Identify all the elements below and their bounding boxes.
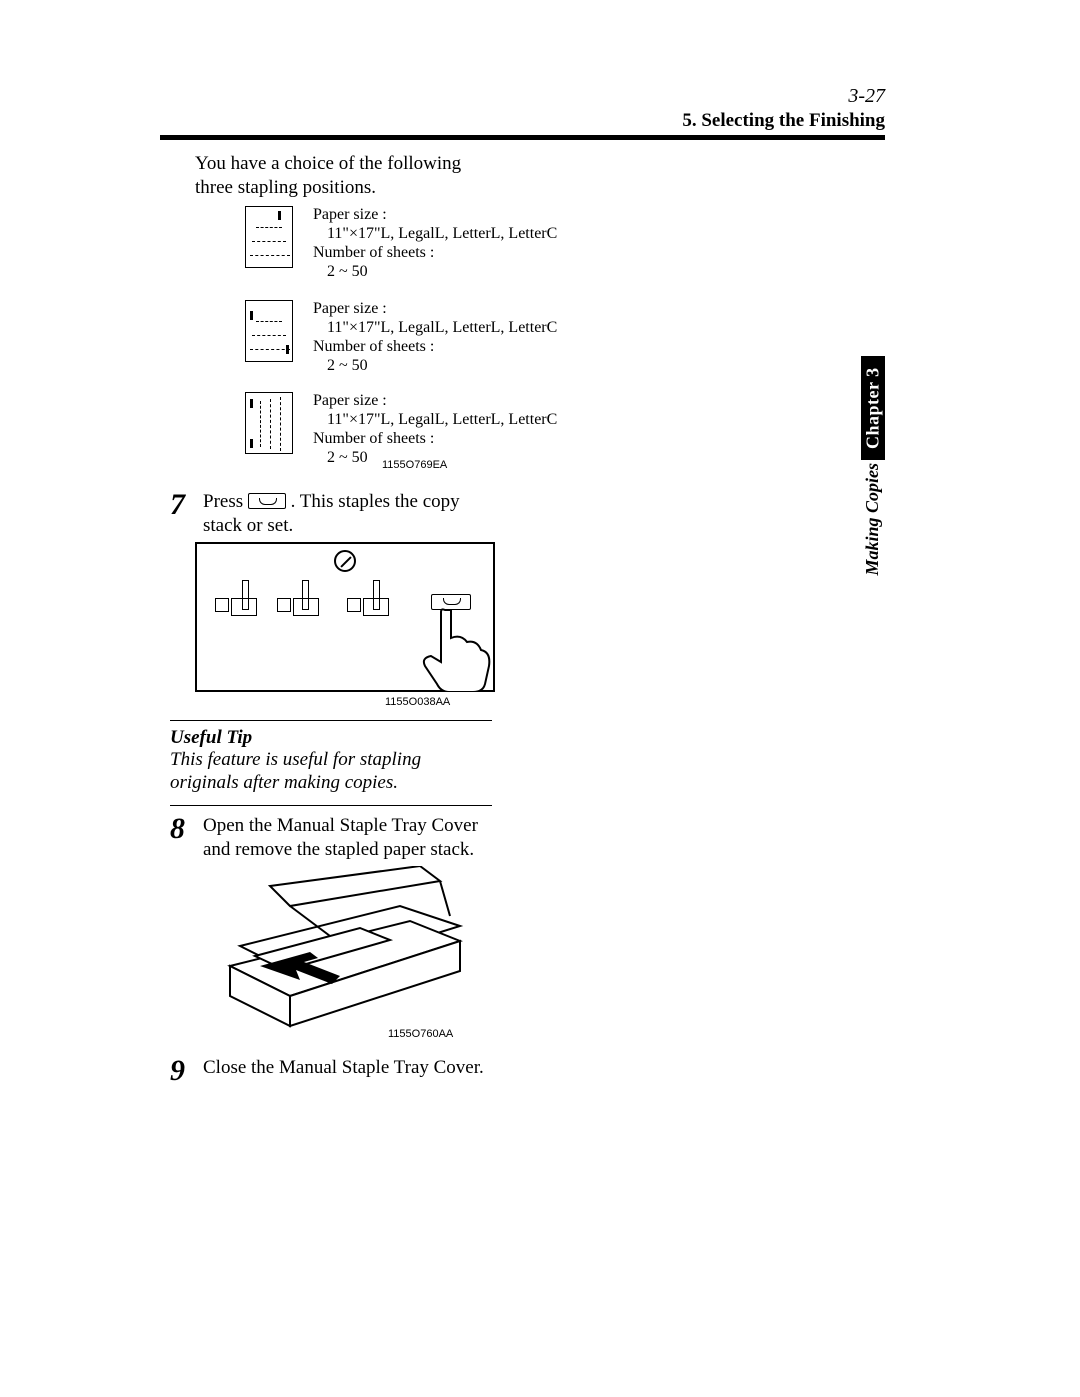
figure-code-panel: 1155O038AA xyxy=(385,696,450,708)
staple-icon-center-top xyxy=(245,206,293,268)
step-7-number: 7 xyxy=(170,490,185,538)
stapling-option-3: Paper size : 11"×17"L, LegalL, LetterL, … xyxy=(245,392,557,468)
chapter-label: Making Copies xyxy=(862,463,883,576)
prohibit-icon xyxy=(334,550,356,572)
stapling-option-1: Paper size : 11"×17"L, LegalL, LetterL, … xyxy=(245,206,557,282)
step-7-before: Press xyxy=(203,491,248,512)
panel-button xyxy=(215,598,229,612)
panel-button xyxy=(293,598,319,616)
section-title: 5. Selecting the Finishing xyxy=(682,110,885,132)
sheets-label: Number of sheets : xyxy=(313,430,434,447)
paper-size-value: 11"×17"L, LegalL, LetterL, LetterC xyxy=(313,225,557,244)
sheets-label: Number of sheets : xyxy=(313,244,434,261)
step-8: 8 Open the Manual Staple Tray Cover and … xyxy=(170,814,493,862)
stapling-option-2-text: Paper size : 11"×17"L, LegalL, LetterL, … xyxy=(313,300,557,376)
step-8-number: 8 xyxy=(170,814,185,862)
paper-size-label: Paper size : xyxy=(313,206,387,223)
paper-size-value: 11"×17"L, LegalL, LetterL, LetterC xyxy=(313,411,557,430)
page-number: 3-27 xyxy=(848,85,885,108)
figure-code-copier: 1155O760AA xyxy=(388,1028,453,1040)
copier-figure xyxy=(200,866,490,1036)
useful-tip-title: Useful Tip xyxy=(170,727,492,749)
step-7: 7 Press . This staples the copy stack or… xyxy=(170,490,493,538)
step-9-body: Close the Manual Staple Tray Cover. xyxy=(203,1056,493,1086)
sheets-value: 2 ~ 50 xyxy=(313,263,557,282)
staple-key-icon xyxy=(248,493,286,509)
staple-icon-side xyxy=(245,392,293,454)
step-9-number: 9 xyxy=(170,1056,185,1086)
paper-size-value: 11"×17"L, LegalL, LetterL, LetterC xyxy=(313,319,557,338)
panel-button xyxy=(277,598,291,612)
hand-pointer-icon xyxy=(383,592,503,692)
panel-button xyxy=(231,598,257,616)
useful-tip-body: This feature is useful for stapling orig… xyxy=(170,749,492,795)
figure-code-stapling: 1155O769EA xyxy=(382,459,447,471)
control-panel-figure xyxy=(195,542,495,692)
intro-text: You have a choice of the following three… xyxy=(195,152,495,200)
panel-button xyxy=(347,598,361,612)
sheets-value: 2 ~ 50 xyxy=(313,357,557,376)
stapling-option-2: Paper size : 11"×17"L, LegalL, LetterL, … xyxy=(245,300,557,376)
paper-size-label: Paper size : xyxy=(313,392,387,409)
chapter-tab: Chapter 3 xyxy=(861,356,885,460)
step-8-body: Open the Manual Staple Tray Cover and re… xyxy=(203,814,493,862)
stapling-option-1-text: Paper size : 11"×17"L, LegalL, LetterL, … xyxy=(313,206,557,282)
staple-icon-left-right xyxy=(245,300,293,362)
paper-size-label: Paper size : xyxy=(313,300,387,317)
stapling-option-3-text: Paper size : 11"×17"L, LegalL, LetterL, … xyxy=(313,392,557,468)
step-9: 9 Close the Manual Staple Tray Cover. xyxy=(170,1056,493,1086)
header-rule xyxy=(160,135,885,140)
useful-tip: Useful Tip This feature is useful for st… xyxy=(170,720,492,806)
step-7-body: Press . This staples the copy stack or s… xyxy=(203,490,493,538)
sheets-label: Number of sheets : xyxy=(313,338,434,355)
